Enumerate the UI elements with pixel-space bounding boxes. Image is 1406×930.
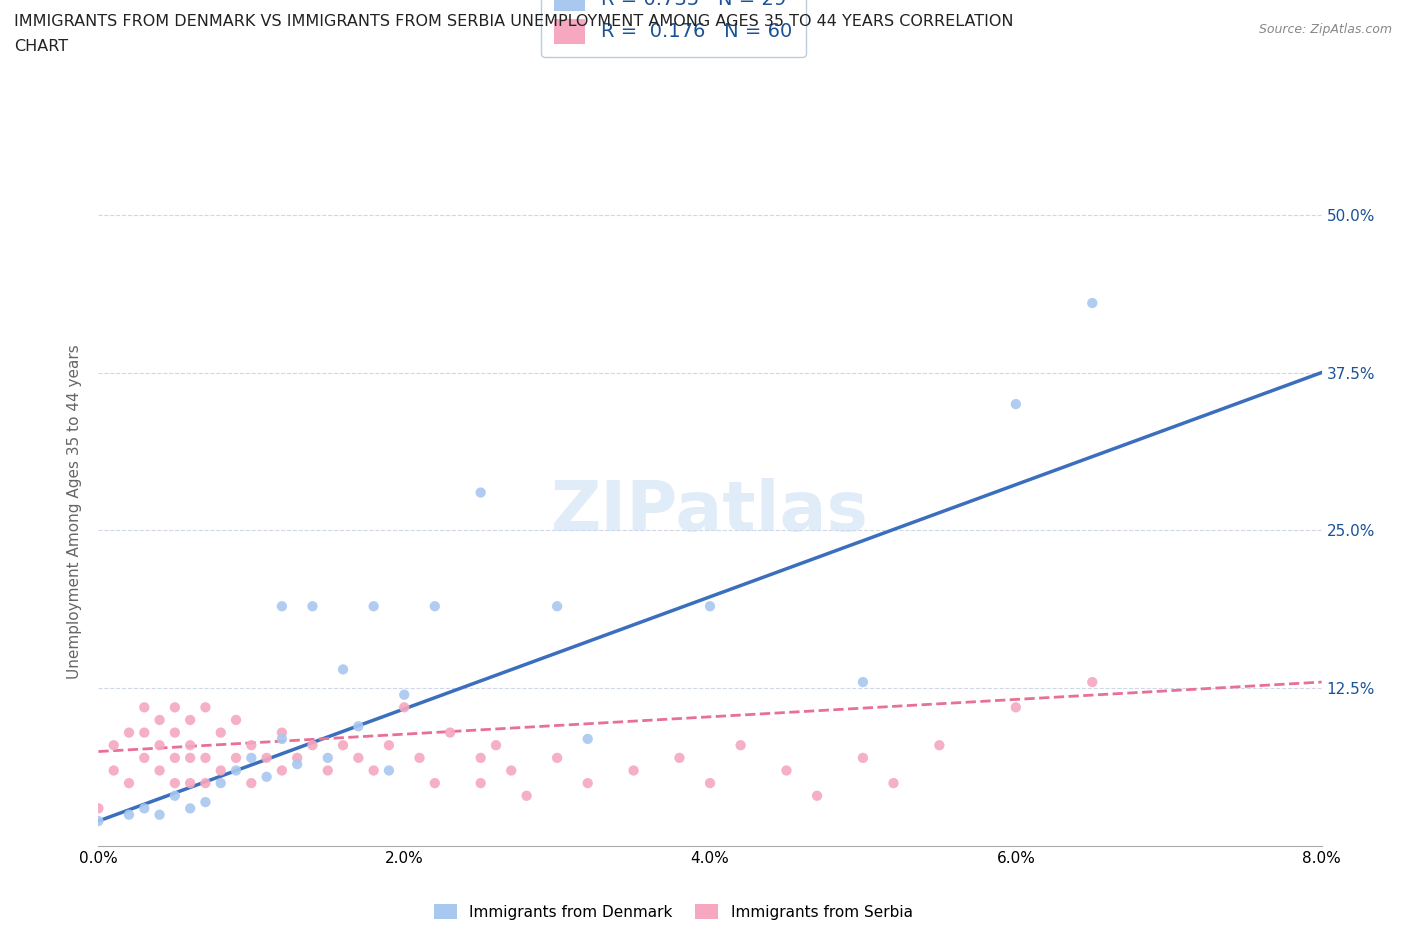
Point — [301, 737, 323, 752]
Point — [501, 763, 523, 777]
Point — [699, 599, 721, 614]
Point — [1004, 397, 1026, 412]
Point — [134, 700, 156, 715]
Point — [87, 801, 110, 816]
Point — [332, 662, 354, 677]
Point — [470, 485, 492, 500]
Point — [179, 801, 201, 816]
Point — [225, 763, 247, 777]
Text: Source: ZipAtlas.com: Source: ZipAtlas.com — [1258, 23, 1392, 36]
Point — [270, 732, 294, 747]
Point — [163, 789, 186, 804]
Point — [240, 737, 263, 752]
Point — [149, 807, 172, 822]
Point — [699, 776, 721, 790]
Point — [516, 789, 538, 804]
Point — [194, 700, 217, 715]
Point — [118, 776, 141, 790]
Point — [347, 751, 370, 765]
Text: CHART: CHART — [14, 39, 67, 54]
Point — [285, 751, 308, 765]
Point — [316, 751, 339, 765]
Point — [470, 776, 492, 790]
Point — [225, 712, 247, 727]
Point — [423, 776, 446, 790]
Point — [194, 776, 217, 790]
Point — [240, 751, 263, 765]
Point — [103, 763, 125, 777]
Point — [928, 737, 950, 752]
Point — [209, 776, 232, 790]
Point — [1081, 674, 1104, 689]
Point — [378, 763, 401, 777]
Point — [225, 751, 247, 765]
Point — [883, 776, 905, 790]
Point — [179, 737, 201, 752]
Point — [470, 751, 492, 765]
Point — [332, 737, 354, 752]
Point — [1081, 296, 1104, 311]
Point — [270, 763, 294, 777]
Text: IMMIGRANTS FROM DENMARK VS IMMIGRANTS FROM SERBIA UNEMPLOYMENT AMONG AGES 35 TO : IMMIGRANTS FROM DENMARK VS IMMIGRANTS FR… — [14, 14, 1014, 29]
Point — [240, 776, 263, 790]
Point — [134, 801, 156, 816]
Point — [179, 712, 201, 727]
Point — [408, 751, 430, 765]
Point — [163, 725, 186, 740]
Point — [149, 737, 172, 752]
Point — [378, 737, 401, 752]
Point — [179, 751, 201, 765]
Point — [87, 814, 110, 829]
Point — [194, 751, 217, 765]
Point — [806, 789, 828, 804]
Point — [179, 776, 201, 790]
Point — [623, 763, 645, 777]
Point — [270, 725, 294, 740]
Point — [118, 807, 141, 822]
Point — [285, 757, 308, 772]
Point — [118, 725, 141, 740]
Point — [134, 751, 156, 765]
Point — [363, 599, 385, 614]
Point — [347, 719, 370, 734]
Point — [103, 737, 125, 752]
Point — [576, 732, 599, 747]
Point — [668, 751, 690, 765]
Point — [363, 763, 385, 777]
Point — [485, 737, 508, 752]
Point — [392, 700, 416, 715]
Point — [730, 737, 752, 752]
Point — [256, 751, 278, 765]
Point — [270, 599, 294, 614]
Point — [392, 687, 416, 702]
Point — [852, 674, 875, 689]
Text: ZIPatlas: ZIPatlas — [551, 478, 869, 545]
Point — [149, 763, 172, 777]
Legend: Immigrants from Denmark, Immigrants from Serbia: Immigrants from Denmark, Immigrants from… — [427, 897, 918, 925]
Y-axis label: Unemployment Among Ages 35 to 44 years: Unemployment Among Ages 35 to 44 years — [67, 344, 83, 679]
Point — [194, 794, 217, 809]
Point — [134, 725, 156, 740]
Point — [301, 599, 323, 614]
Point — [852, 751, 875, 765]
Point — [149, 712, 172, 727]
Point — [439, 725, 461, 740]
Point — [546, 751, 568, 765]
Point — [1004, 700, 1026, 715]
Point — [163, 700, 186, 715]
Point — [546, 599, 568, 614]
Point — [209, 763, 232, 777]
Point — [316, 763, 339, 777]
Point — [775, 763, 797, 777]
Point — [163, 776, 186, 790]
Point — [256, 769, 278, 784]
Point — [576, 776, 599, 790]
Point — [209, 725, 232, 740]
Point — [423, 599, 446, 614]
Point — [163, 751, 186, 765]
